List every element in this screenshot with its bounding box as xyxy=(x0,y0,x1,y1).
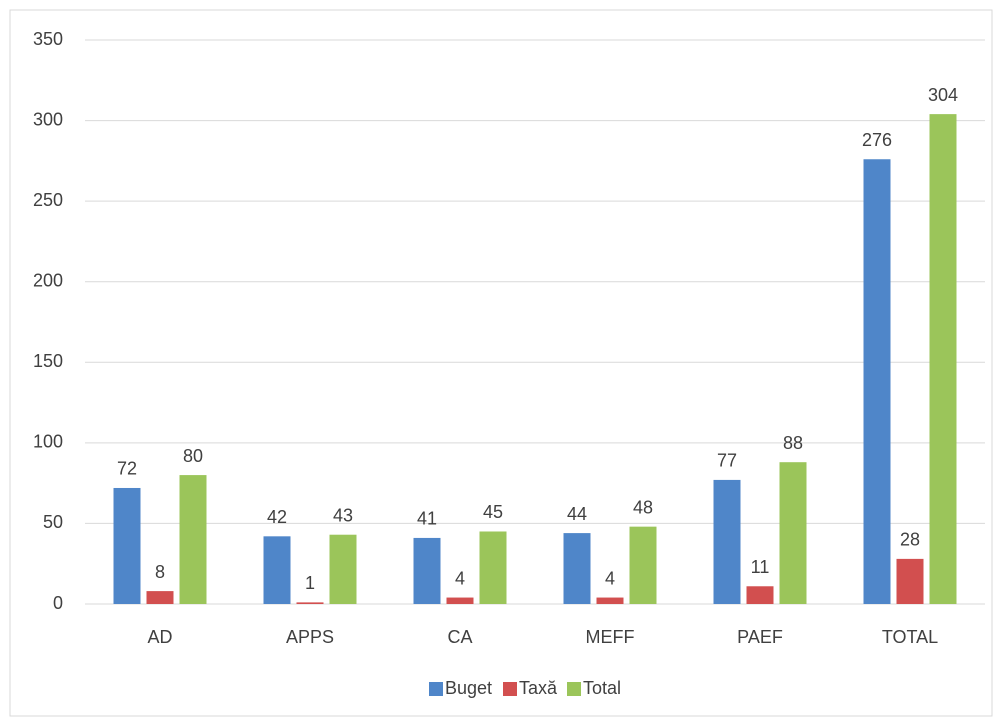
bar xyxy=(563,533,591,604)
data-label: 45 xyxy=(483,502,503,522)
data-label: 304 xyxy=(928,85,958,105)
legend-swatch xyxy=(429,682,443,696)
bar xyxy=(629,526,657,604)
bar xyxy=(413,537,441,604)
bar xyxy=(779,462,807,604)
y-tick-label: 0 xyxy=(53,593,63,613)
x-tick-label: APPS xyxy=(286,627,334,647)
y-tick-label: 350 xyxy=(33,29,63,49)
x-tick-label: MEFF xyxy=(586,627,635,647)
data-label: 43 xyxy=(333,505,353,525)
data-label: 88 xyxy=(783,433,803,453)
x-tick-label: AD xyxy=(147,627,172,647)
data-label: 44 xyxy=(567,504,587,524)
data-label: 80 xyxy=(183,446,203,466)
bar xyxy=(479,531,507,604)
bar xyxy=(863,159,891,604)
legend-swatch xyxy=(567,682,581,696)
legend-label: Taxă xyxy=(519,678,558,698)
y-tick-label: 50 xyxy=(43,512,63,532)
y-tick-label: 300 xyxy=(33,109,63,129)
data-label: 72 xyxy=(117,459,137,479)
x-tick-label: CA xyxy=(447,627,472,647)
x-tick-label: TOTAL xyxy=(882,627,938,647)
data-label: 42 xyxy=(267,507,287,527)
bar xyxy=(146,591,174,604)
legend-label: Buget xyxy=(445,678,492,698)
data-label: 8 xyxy=(155,562,165,582)
bar xyxy=(746,586,774,604)
bar xyxy=(179,475,207,604)
data-label: 41 xyxy=(417,509,437,529)
legend-swatch xyxy=(503,682,517,696)
bar xyxy=(896,558,924,604)
data-label: 4 xyxy=(605,568,615,588)
y-tick-label: 150 xyxy=(33,351,63,371)
chart-border xyxy=(9,9,993,717)
bar xyxy=(329,534,357,604)
bar xyxy=(713,479,741,604)
data-label: 276 xyxy=(862,130,892,150)
data-label: 28 xyxy=(900,530,920,550)
data-label: 11 xyxy=(751,557,770,577)
bar xyxy=(929,114,957,604)
y-tick-label: 250 xyxy=(33,190,63,210)
data-label: 77 xyxy=(717,451,737,471)
legend-label: Total xyxy=(583,678,621,698)
x-tick-label: PAEF xyxy=(737,627,783,647)
data-label: 4 xyxy=(455,568,465,588)
y-tick-label: 100 xyxy=(33,432,63,452)
bar xyxy=(596,597,624,604)
bar xyxy=(263,536,291,604)
bar xyxy=(113,487,141,604)
bar xyxy=(446,597,474,604)
y-tick-label: 200 xyxy=(33,270,63,290)
data-label: 48 xyxy=(633,497,653,517)
data-label: 1 xyxy=(305,573,315,593)
bar xyxy=(296,602,324,604)
